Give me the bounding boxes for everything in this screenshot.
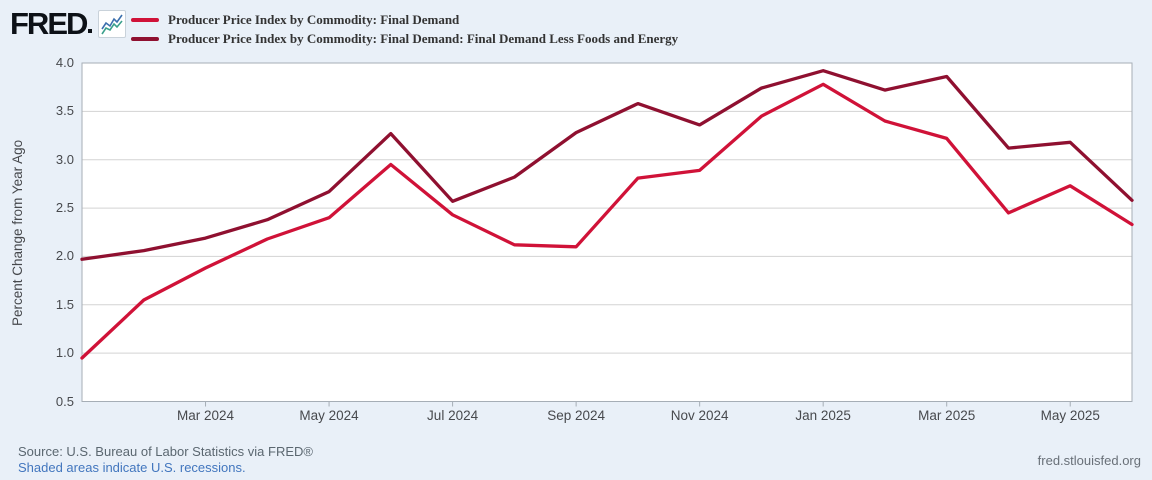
legend-item: Producer Price Index by Commodity: Final… [131,10,678,29]
legend-item: Producer Price Index by Commodity: Final… [131,29,678,48]
logo-trademark-dot [88,29,93,33]
y-axis-tick-label: 1.0 [55,345,74,361]
x-axis-tick-label: Sep 2024 [547,408,606,423]
y-axis-title: Percent Change from Year Ago [10,139,25,326]
y-axis-tick-label: 4.0 [55,55,74,70]
fred-logo[interactable]: FRED [10,6,127,41]
legend-label: Producer Price Index by Commodity: Final… [168,30,679,46]
x-axis-tick-label: Mar 2025 [918,408,976,423]
x-axis-tick-label: Jan 2025 [795,408,851,423]
recession-note-link[interactable]: Shaded areas indicate U.S. recessions. [18,460,246,475]
legend-swatch [131,17,159,22]
x-axis-tick-label: Mar 2024 [176,408,235,423]
series-line [80,82,1134,360]
y-axis-tick-label: 3.5 [55,103,74,119]
legend-label: Producer Price Index by Commodity: Final… [168,11,460,27]
y-axis-tick-label: 2.5 [55,200,74,216]
y-axis-tick-label: 3.0 [55,151,74,167]
x-axis-tick-label: May 2024 [299,408,359,423]
x-axis-tick-label: Nov 2024 [670,408,729,423]
fred-logo-text: FRED [10,6,88,41]
fred-sparkline-icon [98,10,127,38]
source-note: Source: U.S. Bureau of Labor Statistics … [18,444,313,459]
y-axis-tick-label: 1.5 [55,296,74,312]
chart-legend: Producer Price Index by Commodity: Final… [131,10,678,48]
x-axis-tick-label: May 2025 [1040,408,1100,423]
legend-swatch [131,36,159,41]
x-axis-tick-label: Jul 2024 [427,408,479,423]
plot-area [82,63,1132,402]
y-axis-tick-label: 2.0 [55,248,74,264]
fred-site-link[interactable]: fred.stlouisfed.org [1037,453,1141,468]
plot-frame [81,62,1133,402]
series-line [80,69,1134,261]
y-axis-tick-label: 0.5 [55,393,74,409]
